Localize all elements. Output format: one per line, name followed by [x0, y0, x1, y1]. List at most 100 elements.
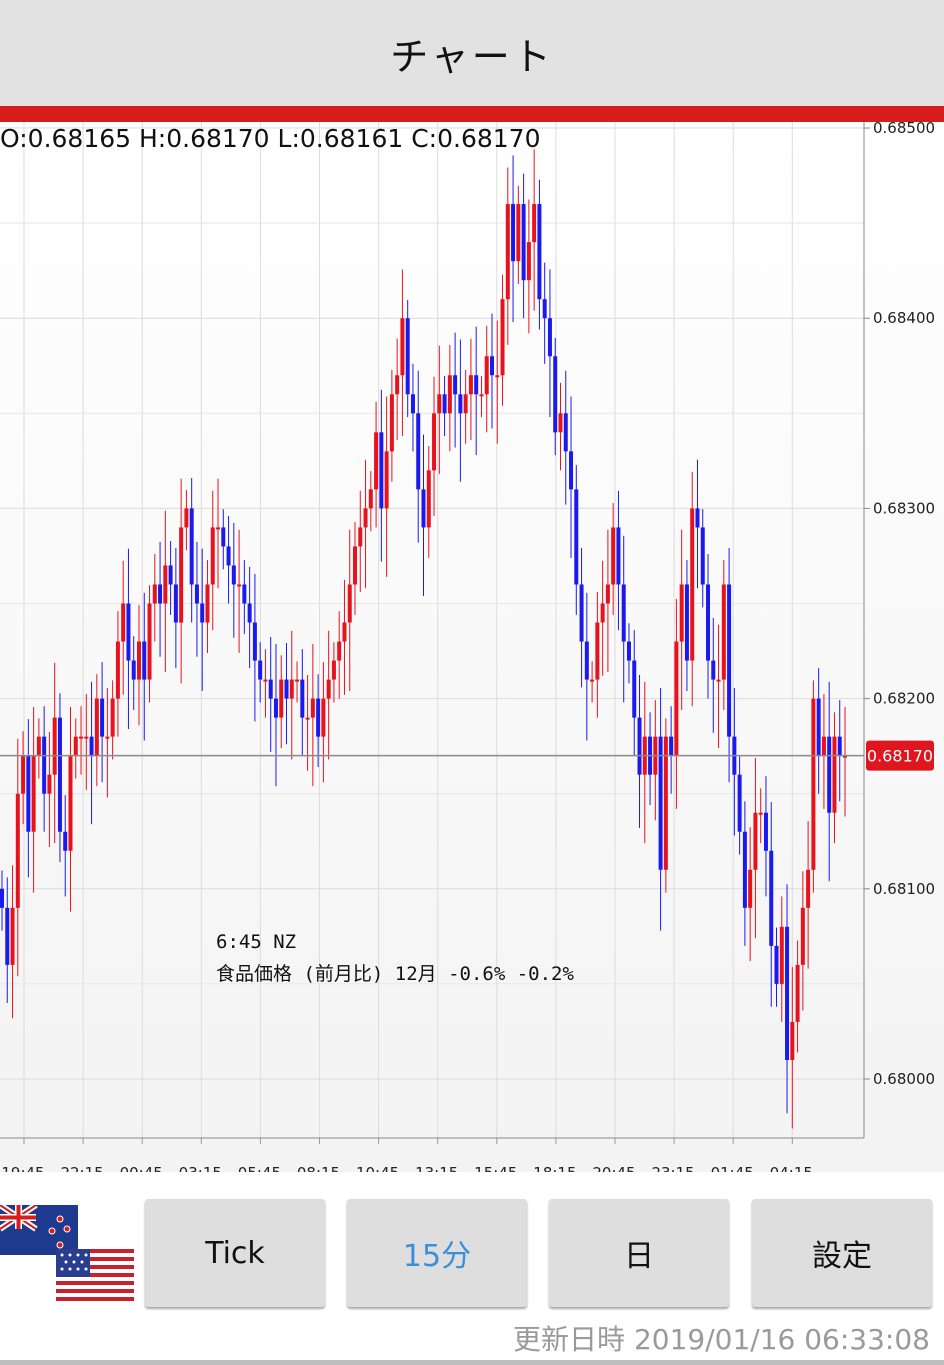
candle-body [347, 584, 352, 623]
candle-body [658, 736, 663, 870]
candle-body [152, 584, 157, 604]
settings-button[interactable]: 設定 [752, 1199, 932, 1307]
nzd-usd-flags-icon [0, 1202, 134, 1301]
candle-body [36, 736, 41, 756]
candle-body [353, 546, 358, 585]
candle-body [421, 489, 426, 528]
candle-body [358, 527, 363, 547]
candle-body [268, 679, 273, 699]
candle-body [763, 812, 768, 851]
candle-body [410, 394, 415, 414]
candle-body [57, 717, 62, 832]
candle-body [242, 584, 247, 604]
candle-body [84, 736, 89, 739]
interval-15m-button[interactable]: 15分 [347, 1199, 527, 1307]
candle-body [753, 812, 758, 870]
candle-body [542, 299, 547, 319]
candle-body [131, 660, 136, 680]
candle-body [389, 394, 394, 452]
candle-body [5, 907, 10, 965]
x-tick-label: 05:45 [238, 1164, 281, 1172]
candle-body [537, 204, 542, 300]
candle-body [79, 736, 84, 739]
candle-body [468, 375, 473, 395]
candle-body [695, 508, 700, 528]
candle-body [63, 831, 68, 851]
candle-body [684, 584, 689, 661]
y-tick-label: 0.68100 [873, 880, 935, 898]
candle-body [669, 736, 674, 756]
tick-button[interactable]: Tick [145, 1199, 325, 1307]
candle-body [495, 375, 500, 378]
candle-body [479, 394, 484, 397]
candle-body [21, 755, 26, 794]
candle-body [337, 641, 342, 661]
candle-body [785, 926, 790, 1060]
candle-body [110, 698, 115, 737]
candle-body [194, 584, 199, 604]
candle-body [727, 584, 732, 737]
candle-body [189, 508, 194, 585]
daily-button[interactable]: 日 [549, 1199, 729, 1307]
candle-body [432, 413, 437, 471]
candle-body [458, 394, 463, 414]
candlestick-chart[interactable]: 19:45 22:15 00:45 03:15 05:45 08:15 10:45 13:15… [0, 122, 944, 1172]
candle-body [226, 546, 231, 566]
candle-body [210, 527, 215, 585]
x-tick-label: 23:15 [651, 1164, 694, 1172]
candle-body [89, 736, 94, 756]
candle-body [289, 679, 294, 699]
candle-body [121, 603, 126, 642]
candle-body [200, 603, 205, 623]
event-time: 6:45 NZ [216, 931, 297, 953]
candle-body [843, 755, 847, 758]
candle-body [184, 508, 189, 528]
candle-body [700, 527, 705, 585]
candle-body [827, 736, 832, 813]
candle-body [611, 527, 616, 585]
candle-body [305, 717, 310, 720]
candle-body [300, 679, 305, 718]
y-tick-label: 0.68200 [873, 690, 935, 708]
candle-body [806, 869, 811, 908]
candle-body [674, 641, 679, 756]
candle-body [748, 869, 753, 908]
candle-body [395, 375, 400, 395]
candle-body [711, 660, 716, 680]
x-tick-label: 19:45 [1, 1164, 44, 1172]
y-tick-label: 0.68400 [873, 309, 935, 327]
candle-body [716, 679, 721, 682]
candle-body [553, 356, 558, 433]
candle-body [216, 527, 221, 530]
candle-body [94, 698, 99, 756]
candle-body [574, 489, 579, 585]
candle-body [590, 679, 595, 682]
candle-body [547, 318, 552, 357]
candle-body [105, 736, 110, 739]
candle-body [47, 774, 52, 794]
candle-body [579, 584, 584, 642]
x-tick-label: 18:15 [533, 1164, 576, 1172]
candle-body [237, 584, 242, 587]
currency-pair-flags[interactable] [0, 1202, 140, 1305]
candle-body [637, 717, 642, 775]
candle-body [463, 394, 468, 414]
candle-body [774, 945, 779, 984]
chart-area[interactable]: 19:45 22:15 00:45 03:15 05:45 08:15 10:45 13:15… [0, 122, 944, 1172]
candle-body [453, 375, 458, 395]
candle-body [516, 204, 521, 262]
candle-body [73, 736, 78, 756]
candle-body [321, 698, 326, 737]
candle-body [437, 394, 442, 414]
candle-body [400, 318, 405, 376]
candle-body [663, 736, 668, 870]
candle-body [416, 413, 421, 490]
candle-body [442, 394, 447, 414]
candle-body [474, 375, 479, 395]
candle-body [500, 299, 505, 376]
candle-body [569, 451, 574, 490]
current-price-badge [866, 740, 934, 771]
last-updated-text: 更新日時 2019/01/16 06:33:08 [513, 1323, 930, 1356]
candle-body [706, 584, 711, 661]
candle-body [621, 584, 626, 642]
